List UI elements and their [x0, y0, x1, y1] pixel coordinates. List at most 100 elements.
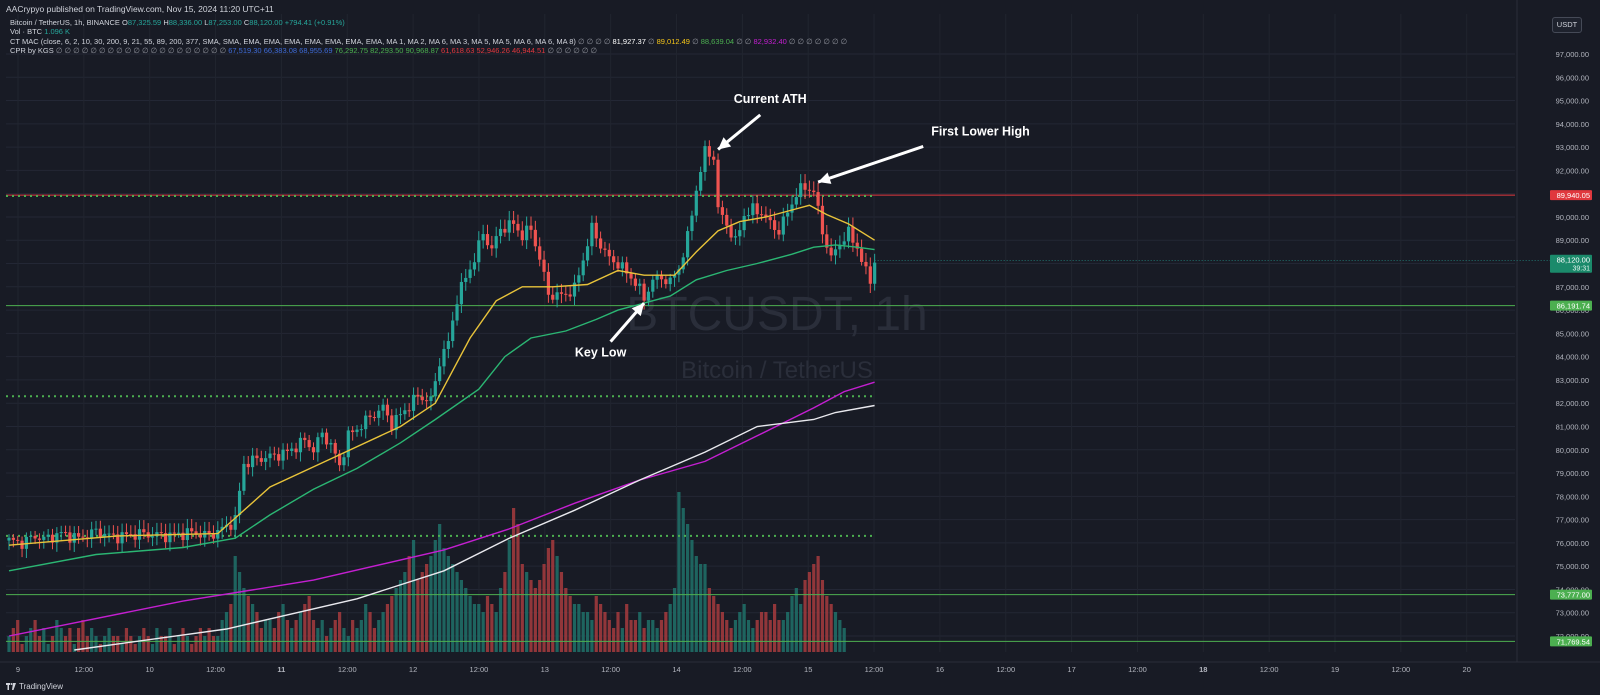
annotation-arrowhead — [718, 137, 732, 150]
ctmac-row[interactable]: CT MAC (close, 6, 2, 10, 30, 200, 9, 21,… — [10, 37, 847, 46]
candle-body — [642, 283, 646, 301]
volume-bar — [625, 604, 629, 652]
candle-body — [207, 530, 211, 535]
candle-body — [759, 214, 764, 216]
tradingview-logo-icon — [6, 683, 16, 690]
candle-body — [68, 532, 72, 543]
candle-body — [664, 279, 668, 285]
price-axis-labels: 89,940.05 86,191.74 73,777.00 71,769.54 88,1… — [874, 190, 1592, 647]
candle-body — [777, 229, 781, 235]
volume-bar — [207, 628, 211, 652]
volume-bar — [194, 636, 198, 652]
candle-body — [668, 277, 672, 285]
volume-bar — [807, 572, 811, 652]
volume-bar — [11, 628, 15, 652]
volume-bar — [338, 612, 342, 652]
candle-body — [816, 192, 820, 206]
candle-body — [216, 530, 220, 539]
moving-average-lines — [8, 204, 875, 651]
volume-bar — [694, 556, 698, 652]
volume-bar — [777, 620, 781, 652]
volume-bar — [372, 628, 376, 652]
volume-bar — [646, 620, 651, 652]
volume-bar — [129, 636, 133, 652]
candle-body — [585, 246, 590, 261]
candle-body — [864, 261, 868, 267]
level-price-label: 86,191.74 — [1557, 302, 1590, 311]
candle-body — [246, 463, 250, 468]
time-tick-label: 11 — [277, 665, 285, 674]
volume-bar — [181, 628, 185, 652]
volume-bar — [63, 636, 68, 652]
annotation-arrowhead — [818, 172, 832, 184]
candle-body — [268, 453, 272, 459]
annotations[interactable]: Current ATH First Lower High Key Low — [575, 92, 1030, 360]
price-axis[interactable]: 97,000.00 96,000.00 95,000.00 94,000.00 93,0… — [1516, 0, 1589, 662]
candle-body — [81, 536, 85, 538]
cpr-value-8: 52,946.26 — [476, 45, 510, 55]
annotation-label: Current ATH — [734, 92, 807, 106]
price-tick-label: 97,000.00 — [1556, 50, 1589, 59]
candle-body — [129, 534, 133, 536]
candle-body — [594, 222, 598, 239]
candle-body — [111, 533, 115, 535]
ctmac-value-1: 81,927.37 — [612, 36, 646, 46]
candle-body — [825, 234, 829, 248]
volume-row[interactable]: Vol · BTC 1.096 K — [10, 27, 847, 36]
candle-body — [237, 490, 242, 516]
symbol-ohlc-row[interactable]: Bitcoin / TetherUS, 1h, BINANCE O87,325.… — [10, 18, 847, 27]
annotation-arrowhead — [631, 303, 645, 317]
time-tick-label: 12:00 — [470, 665, 489, 674]
cpr-value-9: 46,944.51 — [511, 45, 546, 55]
volume-bar — [285, 620, 289, 652]
candle-body — [768, 217, 772, 221]
symbol-watermark: BTCUSDT, 1h Bitcoin / TetherUS — [626, 288, 927, 384]
volume-bar — [498, 588, 503, 652]
high-label: H — [163, 18, 169, 27]
volume-bar — [607, 620, 611, 652]
annotation-arrow[interactable] — [817, 145, 924, 184]
candle-body — [533, 229, 537, 247]
candle-body — [11, 537, 15, 540]
price-tick-label: 76,000.00 — [1556, 539, 1589, 548]
candle-body — [498, 228, 503, 237]
candle-body — [846, 226, 851, 242]
candle-body — [177, 532, 181, 534]
candle-body — [316, 437, 320, 453]
volume-bar — [773, 604, 777, 652]
symbol-info: Bitcoin / TetherUS, 1h, BINANCE — [10, 18, 120, 27]
volume-bar — [342, 628, 346, 652]
time-axis[interactable]: 9 12:00 10 12:00 11 12:00 12 12:00 13 12:00 14 12:0… — [0, 661, 1600, 674]
currency-selector[interactable]: USDT — [1552, 17, 1582, 33]
ctmac-na-5: ∅ ∅ ∅ ∅ ∅ ∅ ∅ — [788, 36, 848, 46]
volume-bar — [803, 580, 807, 652]
volume-bar — [294, 620, 298, 652]
candle-body — [307, 440, 311, 448]
candle-body — [333, 442, 337, 454]
candle-body — [16, 539, 20, 541]
candle-body — [242, 463, 246, 491]
candle-body — [255, 455, 259, 459]
price-tick-label: 94,000.00 — [1556, 120, 1589, 129]
volume-bar — [686, 524, 690, 652]
volume-bar — [477, 604, 481, 652]
candle-body — [851, 226, 855, 243]
candle-body — [103, 533, 107, 538]
candle-body — [525, 225, 529, 241]
candle-body — [729, 225, 733, 238]
change-value: +794.41 (+0.91%) — [284, 18, 345, 27]
candle-body — [707, 146, 711, 157]
ma-line — [8, 244, 875, 572]
horizontal-levels[interactable] — [6, 194, 1515, 642]
candle-body — [446, 341, 450, 349]
price-tick-label: 89,000.00 — [1556, 236, 1589, 245]
candle-body — [372, 417, 376, 419]
volume-bar — [411, 540, 416, 652]
candle-body — [233, 515, 237, 530]
footer-brand[interactable]: TradingView — [6, 682, 63, 691]
level-price-label: 89,940.05 — [1557, 191, 1590, 200]
ma-line — [8, 381, 875, 637]
cpr-row[interactable]: CPR by KGS ∅ ∅ ∅ ∅ ∅ ∅ ∅ ∅ ∅ ∅ ∅ ∅ ∅ ∅ ∅… — [10, 46, 847, 55]
candle-body — [429, 396, 433, 402]
